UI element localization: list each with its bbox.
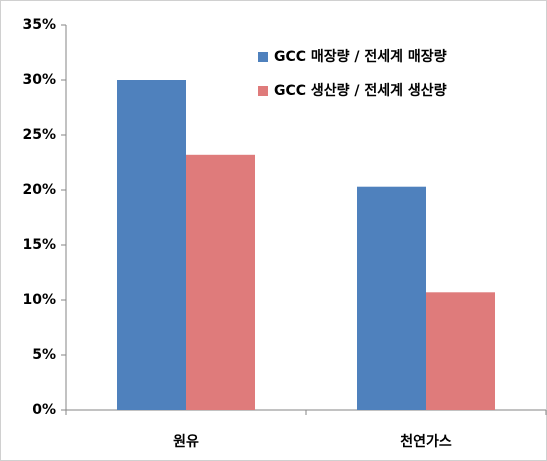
y-tick-label: 30% bbox=[22, 72, 56, 88]
y-tick-label: 15% bbox=[22, 237, 56, 253]
y-tick-label: 0% bbox=[32, 402, 56, 418]
bar bbox=[117, 80, 186, 410]
y-tick-label: 5% bbox=[32, 347, 56, 363]
y-tick-label: 20% bbox=[22, 182, 56, 198]
x-tick-label: 천연가스 bbox=[400, 434, 452, 450]
bar bbox=[426, 292, 495, 410]
y-tick-label: 35% bbox=[22, 17, 56, 33]
y-tick-label: 10% bbox=[22, 292, 56, 308]
bar bbox=[357, 186, 426, 410]
bar bbox=[186, 154, 255, 410]
y-tick-label: 25% bbox=[22, 127, 56, 143]
legend-label: GCC 생산량 / 전세계 생산량 bbox=[274, 82, 447, 99]
legend-swatch bbox=[258, 86, 268, 96]
x-tick-label: 원유 bbox=[173, 434, 199, 450]
legend-label: GCC 매장량 / 전세계 매장량 bbox=[274, 48, 447, 65]
legend-swatch bbox=[258, 52, 268, 62]
